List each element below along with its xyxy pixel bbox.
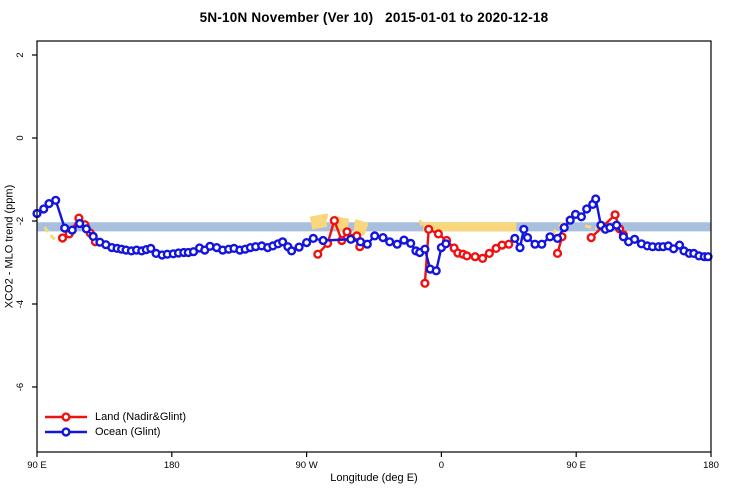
ocean-data-point: [39, 204, 49, 214]
ocean-data-point: [582, 204, 592, 214]
land-data-point: [433, 229, 444, 239]
legend-item-land: Land (Nadir&Glint): [44, 410, 186, 424]
ocean-data-point: [441, 239, 451, 249]
ocean-data-point: [60, 223, 70, 233]
orange-dash-1: [43, 226, 60, 244]
ocean-data-point: [362, 239, 372, 249]
ocean-data-point: [44, 199, 54, 209]
x-tick-label: 90 E: [27, 460, 47, 471]
land-data-point: [329, 216, 339, 226]
y-tick-label: -4: [15, 300, 26, 308]
ocean-data-point: [565, 215, 575, 225]
x-tick-label: 180: [164, 460, 180, 471]
ocean-data-point: [611, 220, 622, 230]
land-data-point: [313, 249, 323, 259]
x-tick-label: 0: [439, 460, 444, 471]
ocean-data-point: [294, 242, 304, 252]
land-data-point: [586, 233, 596, 243]
orange-dash-3: [418, 219, 427, 233]
land-data-point: [342, 227, 352, 237]
land-data-point: [470, 252, 480, 262]
ocean-data-point: [629, 234, 640, 244]
orange-dash-2: [309, 213, 369, 236]
ocean-data-point: [510, 233, 520, 244]
land-data-point: [57, 233, 68, 243]
x-tick-label: 180: [703, 460, 719, 471]
ocean-data-point: [318, 235, 328, 246]
ocean-data-point: [406, 238, 416, 249]
ocean-data-point: [81, 224, 92, 234]
ocean-data-point: [703, 252, 713, 262]
ocean-data-point: [378, 233, 388, 243]
ocean-data-point: [674, 240, 685, 250]
ocean-data-point: [75, 218, 85, 229]
ocean-data-point: [278, 237, 288, 247]
legend-label-land: Land (Nadir&Glint): [95, 411, 187, 423]
land-data-point: [420, 278, 430, 288]
y-tick-label: 2: [15, 52, 26, 57]
chart-title: 5N-10N November (Ver 10) 2015-01-01 to 2…: [199, 10, 549, 25]
ocean-data-point: [399, 235, 409, 245]
ocean-data-point: [545, 232, 555, 242]
ocean-data-point: [370, 231, 380, 241]
ocean-data-point: [308, 233, 318, 244]
ocean-data-point: [287, 246, 297, 256]
ocean-data-point: [420, 244, 430, 254]
y-tick-label: -2: [15, 217, 26, 225]
orange-dash-5: [584, 224, 598, 230]
y-axis-label: XCO2 - MLO trend (ppm): [3, 184, 16, 309]
land-data-point: [484, 248, 494, 259]
reference-band-blue: [37, 222, 711, 232]
ocean-data-point: [51, 195, 61, 205]
land-data-point: [478, 253, 488, 264]
x-tick-label: 90 E: [566, 460, 586, 471]
ocean-series-swatch-icon: [45, 427, 87, 437]
land-series-swatch-icon: [45, 412, 87, 422]
ocean-data-point: [537, 239, 547, 249]
ocean-data-point: [302, 238, 312, 248]
x-axis-label: Longitude (deg E): [330, 472, 418, 484]
ocean-data-point: [392, 239, 402, 249]
ocean-data-point: [559, 223, 569, 233]
land-data-point: [462, 251, 472, 261]
plot-box: [36, 40, 712, 453]
land-data-point: [552, 248, 563, 259]
ocean-data-point: [515, 243, 525, 253]
ocean-data-point: [431, 266, 441, 276]
ocean-data-point: [552, 233, 563, 244]
x-tick-label: 90 W: [296, 460, 318, 471]
land-data-point: [424, 224, 434, 234]
ocean-data-point: [519, 224, 529, 234]
land-data-point: [504, 239, 514, 249]
legend: Land (Nadir&Glint) Ocean (Glint): [44, 410, 186, 439]
ocean-data-point: [522, 233, 533, 243]
legend-item-ocean: Ocean (Glint): [44, 425, 186, 439]
ocean-data-point: [146, 243, 156, 254]
ocean-data-point: [618, 232, 629, 242]
reference-band-orange: [423, 222, 517, 232]
ocean-data-point: [591, 194, 601, 204]
ocean-data-point: [576, 212, 587, 222]
ocean-data-point: [385, 237, 395, 247]
y-tick-label: -6: [15, 383, 26, 391]
ocean-data-point: [67, 225, 77, 235]
ocean-data-point: [88, 231, 98, 242]
y-tick-label: 0: [15, 135, 26, 140]
ocean-data-point: [346, 234, 356, 244]
land-data-point: [610, 210, 620, 220]
legend-label-ocean: Ocean (Glint): [95, 426, 161, 438]
